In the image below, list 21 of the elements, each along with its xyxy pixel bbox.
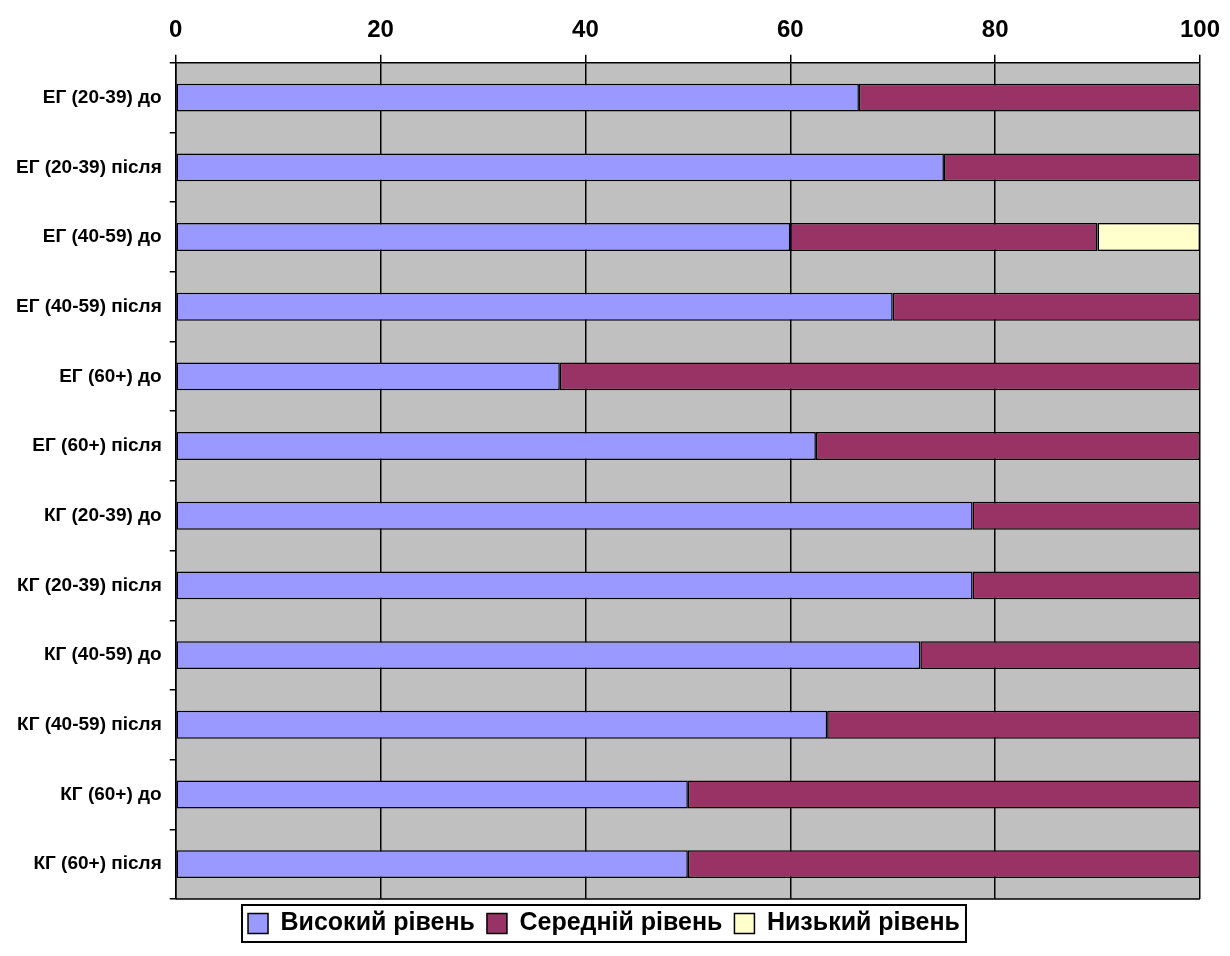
x-tick-label: 0	[169, 15, 183, 43]
x-tick-label: 80	[981, 15, 1009, 43]
y-tick-label: ЕГ (60+) до	[59, 364, 162, 386]
y-tick-label: ЕГ (20-39) до	[42, 85, 162, 107]
x-tick-label: 100	[1179, 15, 1220, 43]
x-tick-label: 60	[776, 15, 804, 43]
legend-label: Високий рівень	[280, 907, 475, 936]
y-tick-label: КГ (60+) після	[33, 852, 162, 874]
y-tick-label: ЕГ (20-39) після	[15, 155, 162, 177]
y-tick-label: КГ (20-39) до	[43, 503, 162, 525]
legend-label: Середній рівень	[519, 907, 723, 936]
x-tick-label: 40	[572, 15, 599, 43]
y-tick-label: КГ (40-59) до	[43, 643, 162, 665]
y-tick-label: КГ (20-39) після	[17, 573, 162, 595]
y-tick-label: ЕГ (60+) після	[32, 434, 162, 456]
legend-label: Низький рівень	[766, 907, 960, 936]
y-tick-label: ЕГ (40-59) до	[42, 225, 162, 247]
y-tick-label: ЕГ (40-59) після	[15, 294, 162, 316]
x-tick-label: 20	[367, 15, 394, 43]
y-tick-label: КГ (60+) до	[60, 782, 162, 804]
y-tick-label: КГ (40-59) після	[17, 713, 162, 735]
